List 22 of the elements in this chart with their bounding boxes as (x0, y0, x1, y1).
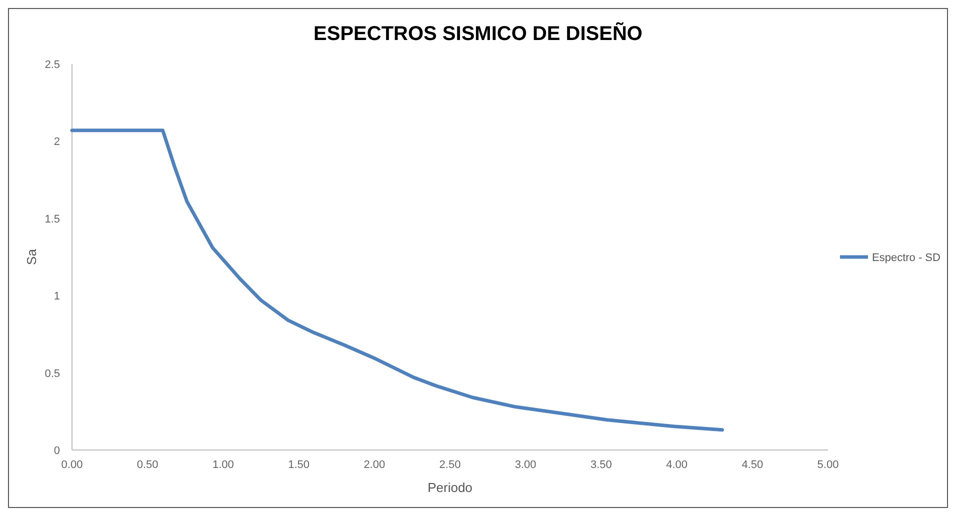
x-tick-label: 4.00 (666, 459, 688, 471)
y-tick-label: 1 (54, 290, 60, 303)
y-tick-label: 1.5 (44, 213, 60, 226)
x-tick-label: 1.00 (212, 459, 234, 471)
x-axis-title: Periodo (428, 480, 472, 495)
x-tick-label: 5.00 (817, 459, 839, 471)
y-axis-title: Sa (24, 248, 39, 265)
chart-title: ESPECTROS SISMICO DE DISEÑO (314, 22, 642, 45)
x-tick-label: 0.00 (61, 459, 83, 471)
x-tick-label: 2.50 (439, 459, 461, 471)
x-tick-label: 3.00 (514, 459, 536, 471)
x-tick-label: 1.50 (288, 459, 310, 471)
y-tick-label: 0 (54, 445, 60, 457)
line-series (70, 128, 724, 432)
y-tick-label: 0.5 (44, 368, 60, 380)
x-tick-label: 4.50 (742, 459, 764, 471)
x-tick-label: 0.50 (136, 459, 158, 471)
legend-label: Espectro - SD (872, 252, 941, 264)
x-tick-label: 2.00 (364, 459, 386, 471)
y-tick-label: 2.5 (44, 59, 60, 71)
x-tick-label: 3.50 (590, 459, 612, 471)
y-tick-label: 2 (54, 136, 60, 148)
